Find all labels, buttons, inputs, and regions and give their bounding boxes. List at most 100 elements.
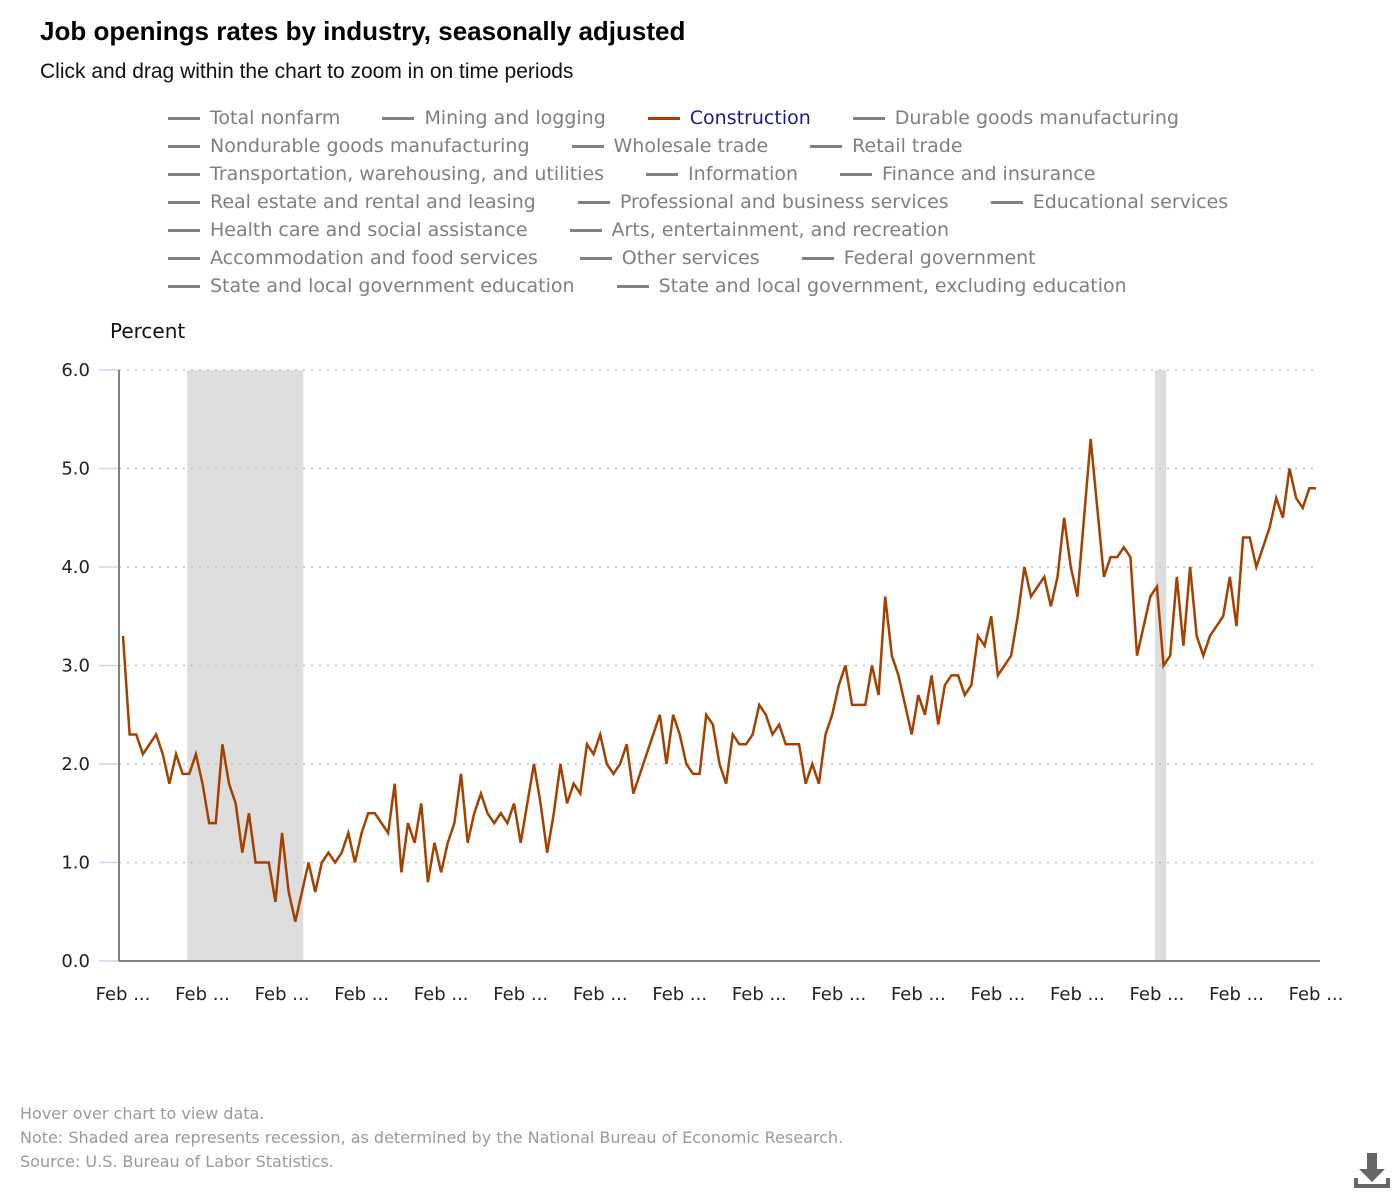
legend-item-transportation-warehousing-and-utilities[interactable]: Transportation, warehousing, and utiliti… (168, 163, 604, 185)
data-point[interactable] (485, 810, 491, 816)
data-point[interactable] (272, 899, 278, 905)
data-point[interactable] (1055, 574, 1061, 580)
legend-item-retail-trade[interactable]: Retail trade (810, 135, 963, 157)
data-point[interactable] (1306, 485, 1312, 491)
data-point[interactable] (955, 672, 961, 678)
legend-item-real-estate-and-rental-and-leasing[interactable]: Real estate and rental and leasing (168, 191, 536, 213)
data-point[interactable] (1214, 623, 1220, 629)
data-point[interactable] (1061, 515, 1067, 521)
data-point[interactable] (233, 800, 239, 806)
data-point[interactable] (491, 820, 497, 826)
data-point[interactable] (531, 761, 537, 767)
data-point[interactable] (571, 781, 577, 787)
data-point[interactable] (995, 672, 1001, 678)
data-point[interactable] (451, 820, 457, 826)
legend-item-construction[interactable]: Construction (647, 107, 811, 129)
data-point[interactable] (1141, 623, 1147, 629)
data-point[interactable] (1147, 594, 1153, 600)
data-point[interactable] (577, 791, 583, 797)
legend-item-durable-goods-manufacturing[interactable]: Durable goods manufacturing (852, 107, 1179, 129)
data-point[interactable] (1293, 495, 1299, 501)
data-point[interactable] (750, 731, 756, 737)
data-point[interactable] (219, 741, 225, 747)
data-point[interactable] (544, 850, 550, 856)
data-point[interactable] (895, 672, 901, 678)
data-point[interactable] (829, 712, 835, 718)
data-point[interactable] (710, 722, 716, 728)
data-point[interactable] (1240, 534, 1246, 540)
data-point[interactable] (889, 653, 895, 659)
data-point[interactable] (180, 771, 186, 777)
data-point[interactable] (584, 741, 590, 747)
data-point[interactable] (1187, 564, 1193, 570)
data-point[interactable] (922, 712, 928, 718)
data-point[interactable] (697, 771, 703, 777)
data-point[interactable] (823, 731, 829, 737)
data-point[interactable] (1194, 633, 1200, 639)
data-point[interactable] (1180, 643, 1186, 649)
data-point[interactable] (352, 860, 358, 866)
legend-item-nondurable-goods-manufacturing[interactable]: Nondurable goods manufacturing (168, 135, 530, 157)
data-point[interactable] (1167, 653, 1173, 659)
legend-item-wholesale-trade[interactable]: Wholesale trade (571, 135, 768, 157)
data-point[interactable] (862, 702, 868, 708)
data-point[interactable] (332, 860, 338, 866)
data-point[interactable] (604, 761, 610, 767)
legend-item-professional-and-business-services[interactable]: Professional and business services (577, 191, 949, 213)
legend-item-finance-and-insurance[interactable]: Finance and insurance (840, 163, 1095, 185)
data-point[interactable] (498, 810, 504, 816)
data-point[interactable] (418, 800, 424, 806)
data-point[interactable] (1028, 594, 1034, 600)
data-point[interactable] (1035, 584, 1041, 590)
data-point[interactable] (1021, 564, 1027, 570)
data-point[interactable] (458, 771, 464, 777)
data-point[interactable] (524, 800, 530, 806)
data-point[interactable] (809, 761, 815, 767)
series-line-construction[interactable] (121, 438, 1316, 922)
data-point[interactable] (882, 594, 888, 600)
data-point[interactable] (378, 820, 384, 826)
data-point[interactable] (683, 761, 689, 767)
data-point[interactable] (1280, 515, 1286, 521)
data-point[interactable] (1227, 574, 1233, 580)
data-point[interactable] (564, 800, 570, 806)
data-point[interactable] (1207, 633, 1213, 639)
data-point[interactable] (133, 731, 139, 737)
data-point[interactable] (398, 869, 404, 875)
data-point[interactable] (597, 731, 603, 737)
data-point[interactable] (538, 800, 544, 806)
data-point[interactable] (319, 860, 325, 866)
data-point[interactable] (445, 840, 451, 846)
data-point[interactable] (1001, 663, 1007, 669)
data-point[interactable] (1041, 574, 1047, 580)
legend-item-educational-services[interactable]: Educational services (990, 191, 1228, 213)
line-chart[interactable]: 0.01.02.03.04.05.06.0 Feb ... Feb ... Feb … (0, 0, 1400, 1060)
data-point[interactable] (266, 860, 272, 866)
data-point[interactable] (677, 731, 683, 737)
data-point[interactable] (1220, 613, 1226, 619)
data-point[interactable] (1273, 495, 1279, 501)
data-point[interactable] (306, 860, 312, 866)
data-point[interactable] (776, 722, 782, 728)
data-point[interactable] (551, 810, 557, 816)
data-point[interactable] (962, 692, 968, 698)
data-point[interactable] (1127, 554, 1133, 560)
data-point[interactable] (557, 761, 563, 767)
data-point[interactable] (617, 761, 623, 767)
data-point[interactable] (1267, 525, 1273, 531)
data-point[interactable] (166, 781, 172, 787)
data-point[interactable] (1161, 663, 1167, 669)
data-point[interactable] (1233, 623, 1239, 629)
legend-item-other-services[interactable]: Other services (579, 247, 760, 269)
data-point[interactable] (127, 731, 133, 737)
data-point[interactable] (988, 613, 994, 619)
data-point[interactable] (770, 731, 776, 737)
data-point[interactable] (849, 702, 855, 708)
data-point[interactable] (147, 741, 153, 747)
data-point[interactable] (1300, 505, 1306, 511)
legend-item-information[interactable]: Information (646, 163, 798, 185)
data-point[interactable] (842, 663, 848, 669)
data-point[interactable] (286, 889, 292, 895)
data-point[interactable] (359, 830, 365, 836)
data-point[interactable] (1048, 603, 1054, 609)
